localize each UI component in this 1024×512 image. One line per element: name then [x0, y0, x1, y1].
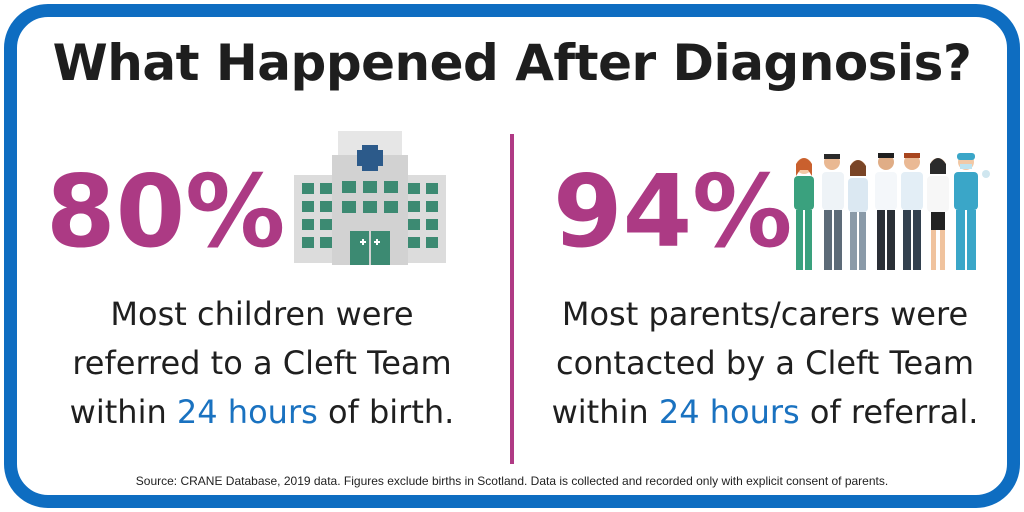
right-line-2: contacted by a Cleft Team [555, 344, 975, 382]
right-percent: 94% [553, 153, 793, 270]
left-highlight: 24 hours [176, 393, 318, 431]
right-line-3: within 24 hours of referral. [520, 388, 1010, 437]
left-line-1: Most children were [110, 295, 414, 333]
medical-team-icon [794, 153, 990, 270]
right-line-3-start: within [551, 393, 659, 431]
column-divider [510, 134, 514, 464]
right-line-1: Most parents/carers were [561, 295, 969, 333]
left-line-3: within 24 hours of birth. [28, 388, 496, 437]
left-line-3-end: of birth. [317, 393, 455, 431]
left-description: Most children were referred to a Cleft T… [28, 290, 496, 437]
right-line-3-end: of referral. [799, 393, 979, 431]
left-line-2: referred to a Cleft Team [72, 344, 452, 382]
right-description: Most parents/carers were contacted by a … [520, 290, 1010, 437]
right-highlight: 24 hours [658, 393, 800, 431]
hospital-icon [294, 131, 446, 265]
left-percent: 80% [46, 153, 286, 270]
source-note: Source: CRANE Database, 2019 data. Figur… [135, 474, 889, 488]
left-line-3-start: within [69, 393, 177, 431]
page-title: What Happened After Diagnosis? [52, 34, 972, 92]
